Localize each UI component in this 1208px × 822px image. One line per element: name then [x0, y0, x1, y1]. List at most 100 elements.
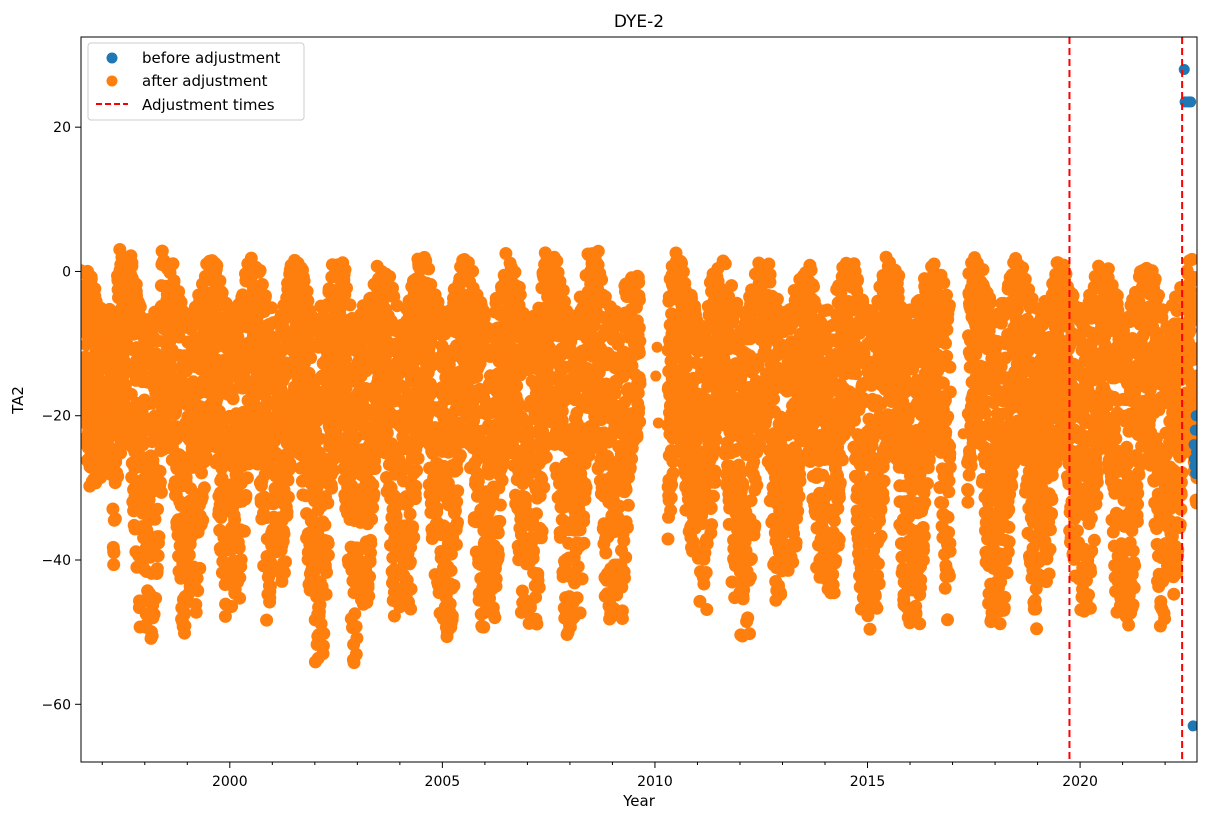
data-point-after: [185, 417, 199, 430]
data-point-after: [430, 501, 444, 515]
data-point-after: [532, 581, 546, 594]
data-point-after: [258, 289, 272, 303]
data-point-after: [403, 507, 417, 521]
data-point-after: [743, 627, 756, 641]
data-point-after: [535, 524, 549, 538]
data-point-after: [218, 609, 232, 623]
data-point-after: [489, 572, 503, 586]
data-point-after: [530, 617, 544, 631]
data-point-after: [707, 444, 721, 458]
data-point-after: [510, 379, 524, 393]
data-point-after: [196, 513, 210, 527]
data-point-after: [297, 274, 311, 288]
data-point-after: [736, 478, 750, 492]
data-point-after: [364, 546, 377, 560]
data-point-after: [633, 415, 647, 429]
data-point-after: [106, 502, 120, 516]
chart-title: DYE-2: [614, 12, 664, 32]
data-point-after: [403, 555, 417, 569]
data-point-after: [632, 275, 646, 289]
data-point-after: [539, 450, 553, 464]
data-point-after: [363, 570, 376, 584]
data-point-after: [283, 456, 297, 470]
data-point-after: [349, 647, 363, 661]
data-point-after: [550, 254, 564, 268]
data-point-after: [633, 377, 647, 391]
data-point-after: [466, 264, 480, 278]
data-point-after: [591, 244, 605, 258]
data-point-after: [150, 562, 164, 576]
data-point-after: [666, 466, 680, 480]
data-point-after: [477, 620, 491, 634]
data-point-after: [167, 274, 181, 288]
data-point-after: [595, 273, 609, 287]
data-point-after: [88, 282, 102, 296]
series-after-adjustment: [81, 243, 1197, 670]
data-point-after: [145, 629, 159, 643]
data-point-after: [281, 473, 295, 487]
data-point-after: [114, 446, 128, 460]
data-point-after: [411, 451, 425, 465]
data-point-after: [573, 606, 587, 620]
data-point-after: [615, 612, 629, 625]
data-point-after: [182, 548, 196, 562]
data-point-after: [450, 463, 464, 477]
data-point-after: [240, 471, 254, 485]
data-point-after: [493, 514, 507, 528]
data-point-after: [153, 475, 167, 489]
data-point-after: [199, 450, 213, 464]
data-point-after: [408, 492, 422, 506]
data-point-after: [325, 481, 339, 495]
data-point-after: [232, 541, 246, 555]
data-point-after: [191, 584, 205, 598]
data-point-after: [718, 257, 732, 271]
data-point-after: [349, 620, 363, 634]
data-point-after: [350, 631, 364, 645]
data-point-after: [530, 507, 543, 521]
data-point-after: [193, 561, 207, 575]
data-point-after: [705, 518, 719, 532]
data-point-after: [704, 501, 718, 515]
data-point-after: [619, 550, 633, 564]
data-point-after: [661, 532, 675, 546]
data-point-after: [319, 587, 333, 601]
data-point-after: [471, 474, 485, 488]
data-point-after: [407, 530, 421, 544]
data-point-after: [177, 607, 191, 621]
data-point-after: [621, 498, 635, 512]
data-point-after: [409, 479, 423, 493]
data-point-after: [519, 492, 533, 506]
data-point-after: [189, 605, 203, 619]
data-point-after: [340, 281, 353, 295]
data-point-after: [699, 566, 713, 579]
data-point-after: [178, 619, 192, 633]
data-point-after: [708, 475, 722, 489]
data-point-after: [697, 577, 711, 591]
data-point-after: [300, 284, 314, 298]
data-point-after: [633, 334, 647, 348]
data-point-after: [133, 300, 147, 314]
data-point-after: [267, 497, 281, 511]
data-point-after: [108, 512, 122, 526]
data-point-after: [153, 464, 167, 478]
data-point-after: [708, 464, 722, 478]
data-point-after: [632, 401, 646, 415]
data-point-after: [618, 571, 631, 585]
data-point-after: [404, 582, 418, 596]
data-point-after: [279, 555, 292, 569]
data-point-after: [444, 564, 458, 577]
data-point-after: [148, 512, 162, 526]
data-point-after: [280, 505, 294, 519]
data-point-after: [107, 546, 121, 560]
data-point-after: [491, 548, 505, 562]
data-point-after: [233, 571, 247, 585]
data-point-after: [154, 485, 168, 499]
data-point-after: [443, 597, 457, 611]
data-point-after: [214, 511, 228, 524]
data-point-after: [321, 537, 335, 551]
data-point-after: [577, 510, 591, 524]
data-point-after: [365, 512, 379, 526]
data-point-after: [725, 279, 738, 293]
data-point-after: [571, 560, 585, 574]
data-point-after: [495, 473, 509, 487]
